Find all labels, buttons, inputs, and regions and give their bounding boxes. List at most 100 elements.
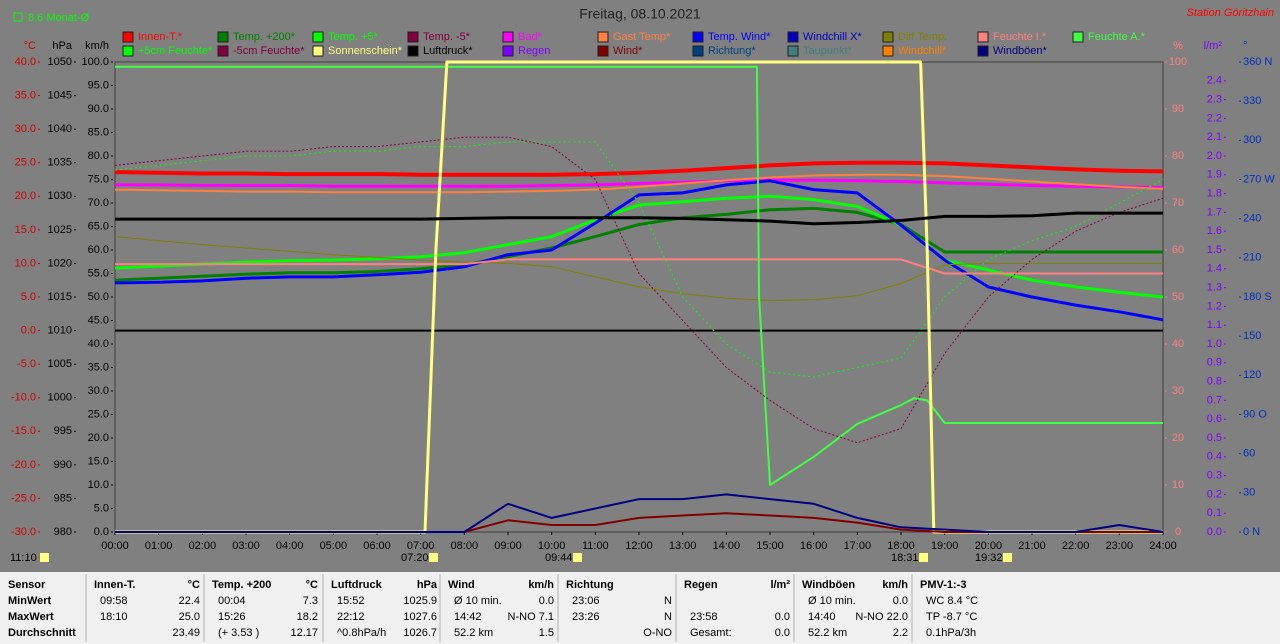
cell-left: 23:58 — [690, 611, 718, 623]
section-unit: °C — [188, 579, 200, 591]
cell-right: 2.2 — [893, 627, 908, 639]
series-line — [114, 179, 1164, 322]
y-tick-label: 20.0 — [88, 432, 109, 444]
cell-right: 0.0 — [539, 595, 554, 607]
legend-label: -5cm Feuchte* — [233, 45, 305, 57]
marker-icon — [40, 553, 49, 562]
cell-right: 22.4 — [179, 595, 200, 607]
legend-label: Wind* — [613, 45, 643, 57]
legend-label: Temp. +200* — [233, 31, 296, 43]
y-tick-label: 0.5 — [1207, 432, 1222, 444]
cell-left: WC 8.4 °C — [926, 595, 978, 607]
series-line — [115, 211, 1163, 226]
legend-label: Gast Temp* — [613, 31, 671, 43]
y-tick-label: 1.2 — [1207, 300, 1222, 312]
cell-left: Ø 10 min. — [454, 595, 502, 607]
cell-left: 52.2 km — [808, 627, 847, 639]
y-tick-label: 25.0 — [15, 157, 36, 169]
y-tick-label: 1.9 — [1207, 169, 1222, 181]
y-tick-label: 40 — [1172, 338, 1184, 350]
series-line — [115, 60, 1163, 534]
x-tick-label: 01:00 — [145, 540, 173, 552]
legend-swatch — [407, 31, 419, 43]
series-line — [114, 141, 1164, 378]
x-tick-label: 08:00 — [451, 540, 479, 552]
section-unit: hPa — [417, 579, 438, 591]
section-title: Innen-T. — [94, 579, 136, 591]
y-tick-label: 0.0 — [1207, 526, 1222, 538]
legend-swatch — [407, 45, 419, 57]
y-tick-label: 0 N — [1243, 526, 1260, 538]
row-label: Durchschnitt — [8, 627, 76, 639]
legend-label: Sonnenschein* — [328, 45, 403, 57]
cell-left: 09:58 — [100, 595, 128, 607]
cell-left: (+ 3.53 ) — [218, 627, 259, 639]
y-tick-label: 360 N — [1243, 56, 1272, 68]
section-title: Richtung — [566, 579, 614, 591]
y-tick-label: 0.9 — [1207, 357, 1222, 369]
y-tick-label: 2.3 — [1207, 94, 1222, 106]
y-tick-label: 10.0 — [15, 257, 36, 269]
y-tick-label: 1.4 — [1207, 263, 1222, 275]
axis-unit: °C — [24, 40, 36, 52]
x-tick-label: 06:00 — [363, 540, 391, 552]
section-unit: l/m² — [770, 579, 790, 591]
legend-swatch — [882, 45, 894, 57]
y-tick-label: 2.0 — [1207, 150, 1222, 162]
cell-left: 14:40 — [808, 611, 836, 623]
x-tick-label: 05:00 — [320, 540, 348, 552]
series-line — [114, 160, 1164, 177]
y-tick-label: 95.0 — [88, 79, 109, 91]
cell-left: 22:12 — [337, 611, 365, 623]
legend-swatch — [692, 45, 704, 57]
legend-label: Feuchte I.* — [993, 31, 1047, 43]
section-title: Luftdruck — [331, 579, 383, 591]
station-name: Station Göritzhain — [1187, 7, 1274, 19]
y-tick-label: 85.0 — [88, 126, 109, 138]
legend-label: Temp. Wind* — [708, 31, 771, 43]
y-tick-label: 15.0 — [88, 455, 109, 467]
axis-unit: l/m² — [1204, 40, 1223, 52]
time-marker: 09:44 — [545, 552, 573, 564]
y-tick-label: 80.0 — [88, 150, 109, 162]
y-tick-label: 980 — [54, 526, 72, 538]
y-tick-label: 1035 — [48, 157, 72, 169]
x-tick-label: 13:00 — [669, 540, 697, 552]
legend-label: Feuchte A.* — [1088, 31, 1146, 43]
y-tick-label: 40.0 — [15, 56, 36, 68]
y-tick-label: 1.6 — [1207, 225, 1222, 237]
x-tick-label: 03:00 — [232, 540, 260, 552]
y-tick-label: 60 — [1172, 244, 1184, 256]
section-title: Temp. +200 — [212, 579, 271, 591]
y-tick-label: 0.6 — [1207, 413, 1222, 425]
legend-swatch — [502, 31, 514, 43]
y-tick-label: 0.1 — [1207, 507, 1222, 519]
y-tick-label: 240 — [1243, 213, 1261, 225]
y-tick-label: 150 — [1243, 330, 1261, 342]
y-tick-label: 995 — [54, 425, 72, 437]
y-tick-label: 1.5 — [1207, 244, 1222, 256]
marker-icon — [1003, 553, 1012, 562]
cell-right: N — [664, 595, 672, 607]
legend-label: Temp. -5* — [423, 31, 471, 43]
y-tick-label: 1020 — [48, 257, 72, 269]
y-tick-label: 25.0 — [88, 408, 109, 420]
cell-left: 00:04 — [218, 595, 246, 607]
y-tick-label: 1050 — [48, 56, 72, 68]
legend-swatch — [977, 31, 989, 43]
chart-title: Freitag, 08.10.2021 — [579, 6, 701, 22]
legend-label: Regen — [518, 45, 550, 57]
cell-left: 52.2 km — [454, 627, 493, 639]
x-tick-label: 02:00 — [189, 540, 217, 552]
series-line — [114, 206, 1163, 282]
series-line — [114, 236, 1163, 301]
legend-swatch — [217, 45, 229, 57]
y-tick-label: 0.4 — [1207, 451, 1222, 463]
section-unit: °C — [306, 579, 318, 591]
cell-left: TP -8.7 °C — [926, 611, 977, 623]
y-tick-label: 75.0 — [88, 173, 109, 185]
time-marker: 19:32 — [975, 552, 1003, 564]
time-marker: 18:31 — [891, 552, 919, 564]
cell-left: Ø 10 min. — [808, 595, 856, 607]
